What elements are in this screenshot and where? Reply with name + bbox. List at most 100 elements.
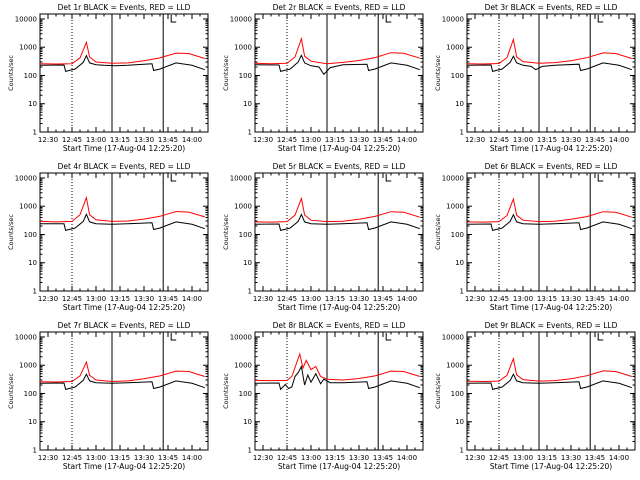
x-tick-label: 12:30 — [253, 454, 273, 462]
x-tick-label: 13:00 — [513, 454, 533, 462]
x-axis-label: Start Time (17-Aug-04 12:25:20) — [490, 144, 612, 153]
y-tick-label: 10000 — [230, 333, 252, 341]
y-tick-label: 100 — [451, 231, 464, 239]
y-tick-label: 10 — [243, 259, 252, 267]
y-tick-label: 1000 — [19, 203, 37, 211]
panel-title: Det 6r BLACK = Events, RED = LLD — [485, 162, 618, 171]
x-tick-label: 14:00 — [182, 136, 202, 144]
x-axis-label: Start Time (17-Aug-04 12:25:20) — [278, 144, 400, 153]
y-tick-label: 100 — [24, 72, 37, 80]
lld-rate-line — [254, 352, 420, 382]
x-axis-label: Start Time (17-Aug-04 12:25:20) — [63, 462, 185, 471]
x-axis-label: Start Time (17-Aug-04 12:25:20) — [63, 144, 185, 153]
x-tick-label: 13:45 — [158, 454, 178, 462]
panel-title: Det 2r BLACK = Events, RED = LLD — [273, 3, 406, 12]
y-tick-label: 10000 — [15, 174, 37, 182]
y-tick-label: 10 — [28, 100, 37, 108]
y-tick-label: 10000 — [230, 15, 252, 23]
x-tick-label: 13:30 — [561, 136, 581, 144]
plot-frame — [39, 13, 209, 133]
y-tick-label: 1 — [248, 447, 252, 455]
x-axis-label: Start Time (17-Aug-04 12:25:20) — [490, 303, 612, 312]
events-rate-line — [39, 373, 205, 391]
y-tick-label: 1000 — [234, 203, 252, 211]
x-tick-label: 12:45 — [62, 136, 82, 144]
x-tick-label: 13:00 — [513, 295, 533, 303]
x-tick-label: 12:45 — [277, 454, 297, 462]
panel-title: Det 7r BLACK = Events, RED = LLD — [58, 321, 191, 330]
y-tick-label: 1000 — [446, 362, 464, 370]
lld-rate-line — [39, 195, 205, 223]
y-tick-label: 1000 — [234, 362, 252, 370]
y-tick-label: 1 — [33, 447, 37, 455]
lld-rate-line — [39, 360, 205, 383]
detector-panel: Det 2r BLACK = Events, RED = LLD 1 10 100 10… — [222, 3, 424, 153]
x-tick-label: 12:30 — [253, 136, 273, 144]
y-tick-label: 1 — [248, 129, 252, 137]
events-rate-line — [254, 54, 420, 76]
interval-bracket-mark — [170, 174, 177, 182]
x-tick-label: 12:45 — [62, 295, 82, 303]
y-tick-label: 10000 — [230, 174, 252, 182]
x-tick-label: 13:30 — [561, 454, 581, 462]
interval-bracket-mark — [385, 333, 392, 341]
x-tick-label: 13:15 — [537, 295, 557, 303]
detector-panel: Det 1r BLACK = Events, RED = LLD 1 10 100 10… — [7, 3, 209, 153]
x-tick-label: 13:15 — [325, 136, 345, 144]
x-axis-label: Start Time (17-Aug-04 12:25:20) — [63, 303, 185, 312]
x-tick-label: 12:45 — [277, 136, 297, 144]
x-tick-label: 13:00 — [86, 454, 106, 462]
x-axis-label: Start Time (17-Aug-04 12:25:20) — [278, 303, 400, 312]
y-axis-label: Counts/sec — [222, 214, 230, 250]
x-tick-label: 13:45 — [158, 295, 178, 303]
x-tick-label: 12:30 — [38, 295, 58, 303]
y-tick-label: 100 — [239, 390, 252, 398]
lld-rate-line — [466, 37, 632, 65]
y-tick-label: 10 — [455, 100, 464, 108]
x-tick-label: 13:45 — [158, 136, 178, 144]
plot-frame — [466, 13, 636, 133]
plot-frame — [254, 172, 424, 292]
y-tick-label: 10000 — [442, 333, 464, 341]
panel-title: Det 4r BLACK = Events, RED = LLD — [58, 162, 191, 171]
x-tick-label: 13:00 — [301, 454, 321, 462]
x-tick-label: 13:00 — [513, 136, 533, 144]
x-tick-label: 12:30 — [253, 295, 273, 303]
x-tick-label: 13:30 — [349, 295, 369, 303]
lld-rate-line — [39, 40, 205, 65]
y-tick-label: 10 — [243, 100, 252, 108]
x-tick-label: 13:15 — [325, 295, 345, 303]
y-tick-label: 1 — [460, 288, 464, 296]
events-rate-line — [466, 213, 632, 232]
x-tick-label: 14:00 — [609, 136, 629, 144]
y-tick-label: 10 — [243, 418, 252, 426]
x-tick-label: 14:00 — [182, 454, 202, 462]
y-axis-label: Counts/sec — [7, 373, 15, 409]
x-tick-label: 12:30 — [465, 136, 485, 144]
y-tick-label: 10000 — [15, 15, 37, 23]
y-tick-label: 1000 — [446, 44, 464, 52]
x-tick-label: 13:15 — [110, 295, 130, 303]
y-axis-label: Counts/sec — [434, 214, 442, 250]
y-tick-label: 10 — [455, 259, 464, 267]
y-tick-label: 10 — [28, 418, 37, 426]
events-rate-line — [39, 54, 205, 73]
plot-frame — [466, 172, 636, 292]
x-tick-label: 13:45 — [585, 136, 605, 144]
x-tick-label: 13:15 — [110, 136, 130, 144]
y-tick-label: 100 — [451, 390, 464, 398]
x-tick-label: 14:00 — [397, 136, 417, 144]
x-tick-label: 12:30 — [38, 136, 58, 144]
events-rate-line — [254, 364, 420, 391]
events-rate-line — [254, 213, 420, 232]
x-tick-label: 13:15 — [325, 454, 345, 462]
y-tick-label: 1 — [460, 129, 464, 137]
events-rate-line — [40, 213, 205, 232]
y-tick-label: 10000 — [15, 333, 37, 341]
y-tick-label: 100 — [451, 72, 464, 80]
lld-rate-line — [466, 356, 632, 383]
lld-rate-line — [254, 36, 420, 65]
y-tick-label: 100 — [239, 72, 252, 80]
panel-title: Det 3r BLACK = Events, RED = LLD — [485, 3, 618, 12]
panel-title: Det 9r BLACK = Events, RED = LLD — [485, 321, 618, 330]
